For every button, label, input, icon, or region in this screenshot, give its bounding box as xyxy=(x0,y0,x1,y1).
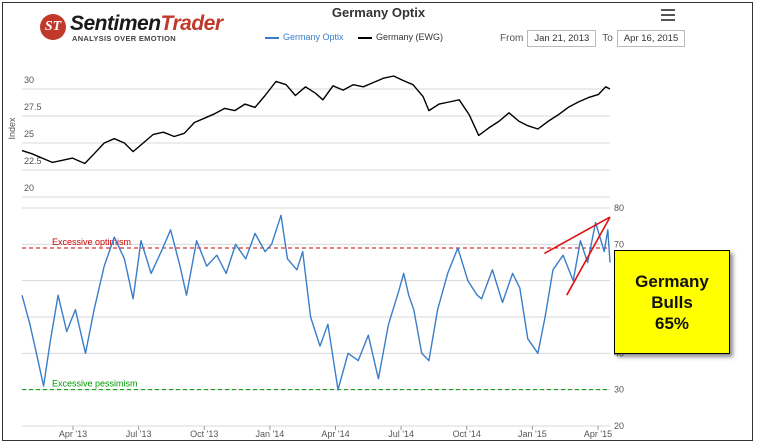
excessive-pessimism-label: Excessive pessimism xyxy=(52,379,138,389)
legend-label-germany-ewg: Germany (EWG) xyxy=(376,32,444,42)
x-tick-label: Apr '13 xyxy=(59,429,87,439)
callout-line-1: Germany xyxy=(635,271,709,291)
x-tick-label: Jan '15 xyxy=(518,429,547,439)
x-tick-label: Jul '13 xyxy=(126,429,152,439)
logo-name: SentimenTrader xyxy=(70,12,223,36)
chart-frame xyxy=(2,2,753,441)
upper-y-tick-label: 30 xyxy=(24,75,34,85)
logo-mark-icon: ST xyxy=(40,14,66,40)
upper-y-tick-label: 20 xyxy=(24,183,34,193)
logo-name-part-a: Sentimen xyxy=(70,12,161,35)
upper-y-tick-label: 22.5 xyxy=(24,156,42,166)
logo-tagline: ANALYSIS OVER EMOTION xyxy=(72,34,176,43)
to-date-input[interactable]: Apr 16, 2015 xyxy=(616,30,686,47)
trendline-lower xyxy=(566,216,611,296)
series-line-germany-ewg xyxy=(21,75,611,165)
hamburger-menu-icon[interactable] xyxy=(661,9,675,21)
x-tick-label: Apr '14 xyxy=(321,429,349,439)
germany-bulls-callout: Germany Bulls 65% xyxy=(614,250,730,354)
lower-y-tick-label: 20 xyxy=(614,421,624,431)
chart-title: Germany Optix xyxy=(331,5,426,20)
callout-line-2: Bulls xyxy=(651,292,693,312)
lower-y-tick-label: 70 xyxy=(614,239,624,249)
callout-line-3: 65% xyxy=(654,313,690,333)
upper-y-tick-label: 27.5 xyxy=(24,102,42,112)
legend-item-germany-optix[interactable]: Germany Optix xyxy=(265,32,344,42)
lower-y-tick-label: 80 xyxy=(614,203,624,213)
x-tick-label: Apr '15 xyxy=(584,429,612,439)
trendline-upper xyxy=(543,216,611,255)
legend-label-germany-optix: Germany Optix xyxy=(283,32,344,42)
to-label: To xyxy=(602,33,613,44)
date-range-selector: From Jan 21, 2013 To Apr 16, 2015 xyxy=(500,30,691,47)
legend-item-germany-ewg[interactable]: Germany (EWG) xyxy=(358,32,443,42)
lower-y-tick-label: 30 xyxy=(614,385,624,395)
from-date-input[interactable]: Jan 21, 2013 xyxy=(527,30,597,47)
excessive-optimism-label: Excessive optimism xyxy=(52,237,131,247)
chart-legend: Germany Optix Germany (EWG) xyxy=(265,32,455,42)
legend-swatch-germany-ewg xyxy=(358,36,373,39)
x-tick-label: Jan '14 xyxy=(256,429,285,439)
x-tick-label: Oct '14 xyxy=(453,429,481,439)
from-label: From xyxy=(500,33,524,44)
logo-name-part-b: Trader xyxy=(160,12,223,35)
legend-swatch-germany-optix xyxy=(265,36,279,39)
upper-y-axis-label: Index xyxy=(7,117,17,140)
x-tick-label: Jul '14 xyxy=(388,429,414,439)
upper-y-tick-label: 25 xyxy=(24,129,34,139)
series-line-germany-optix xyxy=(21,214,611,391)
x-tick-label: Oct '13 xyxy=(190,429,218,439)
